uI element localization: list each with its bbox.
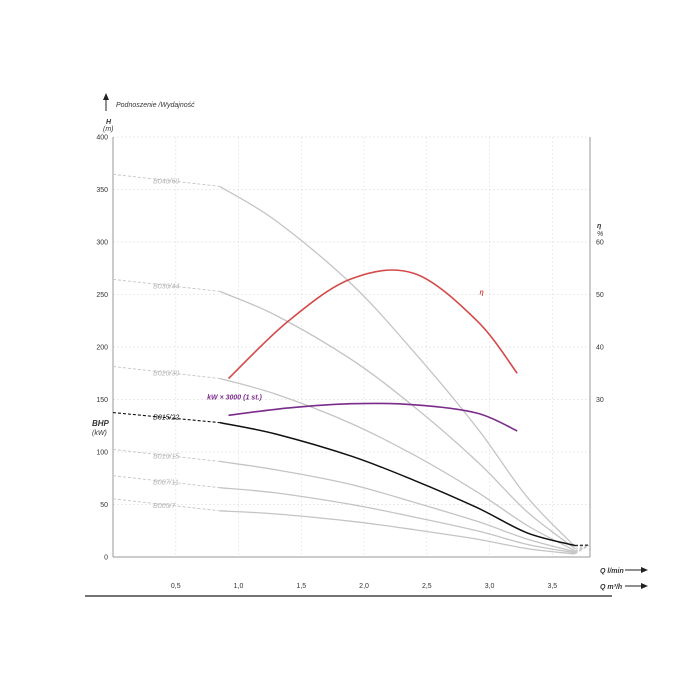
eta-tick-label: 30: [596, 397, 604, 404]
q-tick-label: 2,0: [359, 583, 369, 590]
h-tick-label: 300: [96, 240, 108, 247]
eta-tick-label: 50: [596, 292, 604, 299]
series-curve-5: [219, 487, 576, 554]
eta-tick-label: 60: [596, 240, 604, 247]
curve-extension: [112, 475, 220, 489]
tick-labels: 0 50 100 150 200 250 300 350 400 30 40 50 60 0,5 1,0 1,…: [96, 135, 604, 591]
series-curve-6: [219, 510, 575, 555]
q-m3h-arrow-head: [641, 583, 648, 589]
curves: [112, 173, 591, 555]
curve-labels: B040/60 B030/44 B020/30 B015/22 B010/15 B007/…: [153, 178, 484, 509]
eta-axis-label: η: [597, 223, 601, 230]
q-lmin-label: Q l/min: [600, 568, 624, 575]
h-axis-unit: (m): [103, 126, 114, 133]
h-axis-label: H: [106, 119, 112, 126]
h-tick-label: 200: [96, 345, 108, 352]
chart-title: Podnoszenie /Wydajność: [116, 102, 195, 109]
q-tick-label: 3,5: [547, 583, 557, 590]
h-tick-label: 400: [96, 135, 108, 142]
h-tick-label: 150: [96, 397, 108, 404]
series-label-1: B030/44: [153, 283, 179, 290]
h-tick-label: 250: [96, 292, 108, 299]
series-curve-2: [219, 377, 576, 552]
h-tick-label: 350: [96, 187, 108, 194]
series-curve-1: [219, 290, 576, 550]
curve-extension: [112, 449, 220, 462]
series-label-6: B005/7: [153, 503, 176, 510]
eta-axis-unit: %: [597, 231, 603, 238]
curve-tail: [574, 544, 591, 552]
q-tick-label: 0,5: [171, 583, 181, 590]
q-tick-label: 1,5: [296, 583, 306, 590]
h-tick-label: 100: [96, 450, 108, 457]
series-label-7: η: [480, 290, 484, 297]
eta-tick-label: 40: [596, 345, 604, 352]
series-curve-7: [227, 269, 518, 380]
bhp-axis-label: BHP: [92, 419, 110, 428]
q-tick-label: 3,0: [485, 583, 495, 590]
q-m3h-label: Q m³/h: [600, 584, 622, 591]
curve-extension: [112, 366, 220, 379]
series-curve-4: [219, 460, 576, 553]
series-curve-8: [228, 402, 518, 432]
h-tick-label: 0: [104, 555, 108, 562]
h-tick-label: 50: [100, 502, 108, 509]
title-arrow-head: [103, 93, 109, 100]
series-label-2: B020/30: [153, 371, 179, 378]
q-tick-label: 1,0: [234, 583, 244, 590]
series-label-0: B040/60: [153, 178, 179, 185]
series-label-3: B015/22: [153, 415, 179, 422]
series-label-8: kW × 3000 (1 st.): [207, 395, 262, 402]
bhp-axis-unit: (kW): [92, 430, 107, 437]
series-curve-0: [219, 185, 576, 547]
axes: [85, 93, 648, 597]
series-curve-3: [219, 421, 576, 547]
q-lmin-arrow-head: [641, 567, 648, 573]
axis-labels: Podnoszenie /Wydajność H (m) BHP (kW) η …: [92, 102, 624, 591]
series-label-4: B010/15: [153, 453, 179, 460]
curve-extension: [112, 412, 220, 424]
curve-tail: [574, 544, 591, 554]
series-label-5: B007/11: [153, 480, 179, 487]
curve-tail: [574, 544, 591, 555]
curve-extension: [112, 498, 220, 512]
q-tick-label: 2,5: [422, 583, 432, 590]
grid: [113, 136, 590, 557]
curve-tail: [574, 544, 591, 553]
curve-extension: [112, 278, 220, 292]
curve-extension: [112, 173, 220, 187]
